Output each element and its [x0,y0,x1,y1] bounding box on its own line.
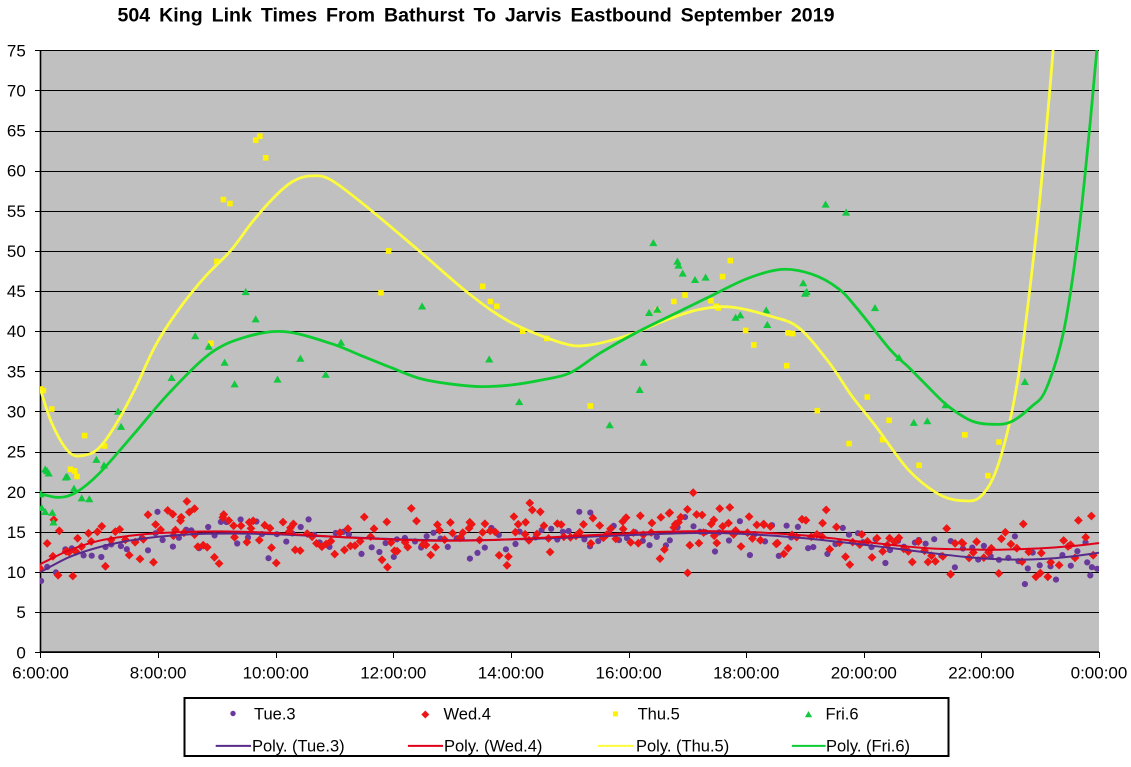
svg-text:Poly. (Fri.6): Poly. (Fri.6) [826,737,910,755]
svg-text:22:00:00: 22:00:00 [948,663,1014,682]
svg-text:Tue.3: Tue.3 [254,705,296,723]
svg-text:Fri.6: Fri.6 [826,705,859,723]
svg-text:25: 25 [7,443,26,462]
svg-text:6:00:00: 6:00:00 [12,663,69,682]
svg-text:12:00:00: 12:00:00 [360,663,426,682]
svg-text:70: 70 [7,81,26,100]
svg-text:50: 50 [7,242,26,261]
svg-text:15: 15 [7,523,26,542]
svg-text:Thu.5: Thu.5 [638,705,680,723]
svg-text:14:00:00: 14:00:00 [478,663,544,682]
svg-text:20:00:00: 20:00:00 [831,663,897,682]
svg-text:45: 45 [7,282,26,301]
svg-text:30: 30 [7,403,26,422]
svg-text:0: 0 [16,643,25,662]
svg-text:8:00:00: 8:00:00 [130,663,187,682]
svg-text:18:00:00: 18:00:00 [713,663,779,682]
svg-text:Poly. (Thu.5): Poly. (Thu.5) [636,737,729,755]
svg-text:35: 35 [7,362,26,381]
svg-text:5: 5 [16,603,25,622]
svg-text:Poly. (Wed.4): Poly. (Wed.4) [444,737,542,755]
svg-text:20: 20 [7,483,26,502]
svg-text:Wed.4: Wed.4 [444,705,491,723]
svg-text:60: 60 [7,162,26,181]
svg-text:Poly. (Tue.3): Poly. (Tue.3) [252,737,345,755]
svg-text:75: 75 [7,41,26,60]
svg-text:55: 55 [7,202,26,221]
svg-text:65: 65 [7,122,26,141]
svg-text:10:00:00: 10:00:00 [243,663,309,682]
svg-text:10: 10 [7,563,26,582]
svg-text:16:00:00: 16:00:00 [596,663,662,682]
svg-text:504 King Link Times From Bathu: 504 King Link Times From Bathurst To Jar… [118,4,835,26]
svg-text:40: 40 [7,322,26,341]
svg-text:0:00:00: 0:00:00 [1071,663,1128,682]
